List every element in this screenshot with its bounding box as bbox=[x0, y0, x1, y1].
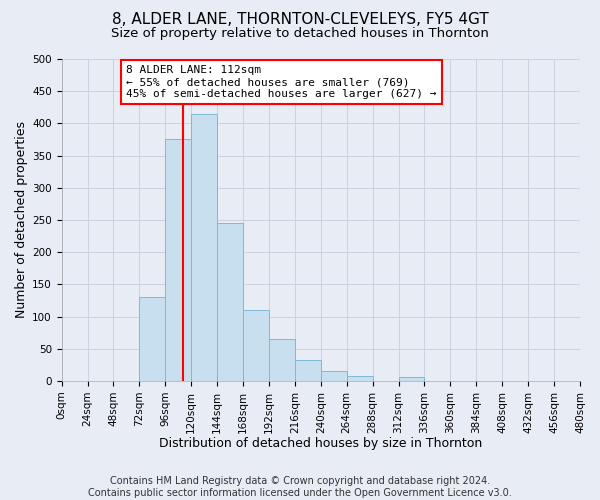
Y-axis label: Number of detached properties: Number of detached properties bbox=[15, 122, 28, 318]
Bar bbox=[166, 140, 191, 381]
Bar bbox=[347, 376, 373, 381]
Text: Size of property relative to detached houses in Thornton: Size of property relative to detached ho… bbox=[111, 28, 489, 40]
Bar bbox=[295, 360, 321, 381]
Bar bbox=[139, 298, 166, 381]
X-axis label: Distribution of detached houses by size in Thornton: Distribution of detached houses by size … bbox=[159, 437, 482, 450]
Bar bbox=[398, 377, 424, 381]
Text: Contains HM Land Registry data © Crown copyright and database right 2024.
Contai: Contains HM Land Registry data © Crown c… bbox=[88, 476, 512, 498]
Bar bbox=[321, 370, 347, 381]
Text: 8 ALDER LANE: 112sqm
← 55% of detached houses are smaller (769)
45% of semi-deta: 8 ALDER LANE: 112sqm ← 55% of detached h… bbox=[127, 66, 437, 98]
Bar bbox=[217, 223, 243, 381]
Bar bbox=[269, 339, 295, 381]
Bar bbox=[243, 310, 269, 381]
Text: 8, ALDER LANE, THORNTON-CLEVELEYS, FY5 4GT: 8, ALDER LANE, THORNTON-CLEVELEYS, FY5 4… bbox=[112, 12, 488, 28]
Bar bbox=[191, 114, 217, 381]
